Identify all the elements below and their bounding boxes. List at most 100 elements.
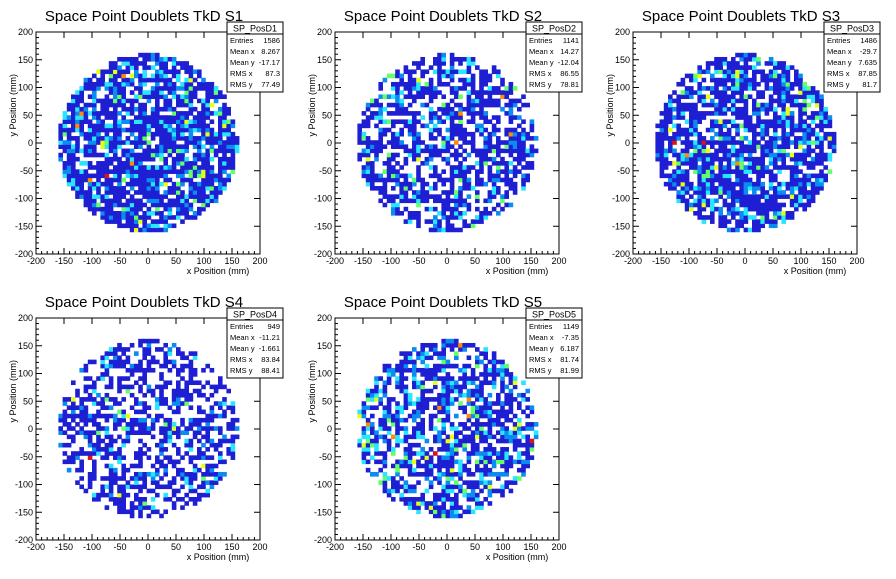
heatmap-cell [79,430,84,435]
heatmap-cell [121,376,126,381]
heatmap-cell [155,493,160,498]
heatmap-cell [113,61,118,66]
heatmap-cell [697,115,702,120]
heatmap-cell [492,115,497,120]
heatmap-cell [458,69,463,74]
heatmap-cell [744,228,749,233]
y-tick-label: -50 [319,166,332,176]
heatmap-cell [172,186,177,191]
heatmap-cell [744,65,749,70]
heatmap-cell [710,165,715,170]
heatmap-cell [105,82,110,87]
heatmap-cell [807,203,812,208]
heatmap-cell [433,501,438,506]
heatmap-cell [731,182,736,187]
heatmap-cell [509,82,514,87]
heatmap-cell [748,203,753,208]
heatmap-cell [760,161,765,166]
heatmap-cell [681,178,686,183]
heatmap-cell [88,161,93,166]
heatmap-cell [105,194,110,199]
heatmap-cell [534,136,539,141]
heatmap-cell [744,169,749,174]
heatmap-cell [67,397,72,402]
heatmap-cell [697,207,702,212]
heatmap-cell [710,178,715,183]
heatmap-cell [513,132,518,137]
heatmap-cell [420,397,425,402]
heatmap-cell [450,389,455,394]
heatmap-cell [395,376,400,381]
y-tick-label: 150 [615,55,630,65]
heatmap-cell [437,211,442,216]
heatmap-cell [172,190,177,195]
heatmap-cell [399,410,404,415]
heatmap-cell [441,169,446,174]
heatmap-cell [416,422,421,427]
heatmap-cell [454,194,459,199]
heatmap-cell [109,115,114,120]
heatmap-cell [748,119,753,124]
heatmap-cell [450,78,455,83]
heatmap-cell [676,199,681,204]
heatmap-cell [201,472,206,477]
heatmap-cell [521,182,526,187]
heatmap-cell [176,351,181,356]
heatmap-cell [660,111,665,116]
heatmap-cell [159,182,164,187]
heatmap-cell [218,144,223,149]
heatmap-cell [765,211,770,216]
heatmap-cell [189,186,194,191]
heatmap-cell [483,99,488,104]
heatmap-cell [75,103,80,108]
heatmap-cell [117,136,122,141]
heatmap-cell [189,426,194,431]
heatmap-cell [441,119,446,124]
heatmap-cell [96,111,101,116]
heatmap-cell [500,90,505,95]
heatmap-cell [67,165,72,170]
heatmap-cell [714,140,719,145]
heatmap-cell [172,430,177,435]
heatmap-cell [180,161,185,166]
heatmap-cell [685,90,690,95]
heatmap-cell [773,140,778,145]
heatmap-cell [425,182,430,187]
heatmap-cell [84,178,89,183]
heatmap-cell [685,199,690,204]
heatmap-cell [201,207,206,212]
heatmap-cell [147,447,152,452]
heatmap-cell [513,86,518,91]
heatmap-cell [193,169,198,174]
heatmap-cell [63,140,68,145]
heatmap-cell [731,199,736,204]
heatmap-cell [479,161,484,166]
heatmap-cell [218,115,223,120]
heatmap-cell [117,194,122,199]
y-tick-label: 200 [18,313,33,323]
heatmap-cell [475,447,480,452]
heatmap-cell [756,182,761,187]
heatmap-cell [681,132,686,137]
heatmap-cell [75,94,80,99]
heatmap-cell [735,182,740,187]
heatmap-cell [138,174,143,179]
heatmap-cell [362,153,367,158]
heatmap-cell [151,190,156,195]
heatmap-cell [79,111,84,116]
heatmap-cell [79,186,84,191]
heatmap-cell [172,161,177,166]
heatmap-cell [84,149,89,154]
heatmap-cell [446,385,451,390]
heatmap-cell [693,74,698,79]
heatmap-cell [475,426,480,431]
heatmap-cell [429,422,434,427]
heatmap-cell [681,161,686,166]
heatmap-cell [374,103,379,108]
heatmap-cell [176,199,181,204]
heatmap-cell [159,149,164,154]
heatmap-cell [786,136,791,141]
heatmap-cell [446,464,451,469]
heatmap-cell [180,165,185,170]
heatmap-cell [706,140,711,145]
